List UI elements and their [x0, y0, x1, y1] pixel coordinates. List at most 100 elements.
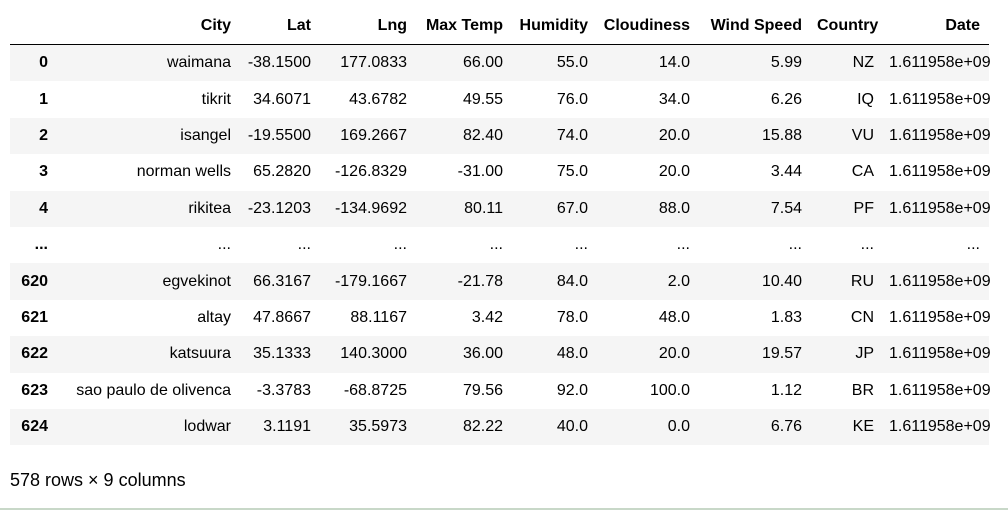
table-row: 2 isangel -19.5500 169.2667 82.40 74.0 20.0 15.… — [10, 117, 991, 155]
index-column-header — [10, 8, 58, 45]
header-row: City Lat Lng Max Temp Humidity Cloudiness Wind… — [10, 8, 989, 45]
table-cell: BR — [851, 381, 874, 399]
table-cell: -68.8725 — [343, 381, 407, 399]
column-header: Lat — [240, 8, 320, 45]
table-cell: 34.0 — [658, 90, 690, 108]
table-cell: 5.99 — [770, 54, 802, 72]
row-index: 620 — [21, 272, 48, 290]
row-index: 624 — [21, 418, 48, 436]
table-cell: -179.1667 — [334, 272, 407, 290]
table-cell: CN — [850, 308, 874, 326]
table-cell: 82.40 — [462, 126, 503, 144]
table-row: 3 norman wells 65.2820 -126.8329 -31.00 75.0 2… — [10, 154, 991, 191]
table-cell: 43.6782 — [349, 90, 407, 108]
table-row: 622 katsuura 35.1333 140.3000 36.00 48.0 20.0 1… — [10, 336, 991, 373]
column-header: Lng — [320, 8, 416, 45]
table-cell: egvekinot — [162, 272, 232, 290]
table-cell: 35.1333 — [253, 345, 311, 363]
table-cell: 84.0 — [556, 272, 588, 290]
table-cell: 100.0 — [649, 381, 690, 399]
table-cell: ... — [297, 236, 311, 254]
table-cell: ... — [788, 236, 802, 254]
table-cell: 177.0833 — [340, 54, 407, 72]
column-header: Wind Speed — [699, 8, 811, 45]
column-header: Humidity — [512, 8, 597, 45]
table-cell: 1.611958e+09 — [889, 418, 991, 436]
table-cell: 74.0 — [556, 126, 588, 144]
table-cell: 20.0 — [658, 163, 690, 181]
table-row: 1 tikrit 34.6071 43.6782 49.55 76.0 34.0 6.26 IQ… — [10, 81, 991, 118]
table-cell: 19.57 — [761, 345, 802, 363]
dataframe-table: City Lat Lng Max Temp Humidity Cloudiness Wind… — [10, 8, 991, 446]
table-row: 621 altay 47.8667 88.1167 3.42 78.0 48.0 1.83 CN… — [10, 299, 991, 337]
table-cell: altay — [197, 308, 231, 326]
table-row: 623 sao paulo de olivenca -3.3783 -68.8725 7… — [10, 372, 991, 409]
table-cell: 35.5973 — [349, 418, 407, 436]
column-header: Country — [811, 8, 883, 45]
table-cell: 20.0 — [658, 126, 690, 144]
table-cell: KE — [852, 418, 874, 436]
table-cell: 1.611958e+09 — [889, 345, 991, 363]
table-cell: 92.0 — [556, 381, 588, 399]
column-header: Date — [883, 8, 989, 45]
table-cell: 7.54 — [770, 199, 802, 217]
table-cell: sao paulo de olivenca — [76, 381, 231, 399]
table-cell: 67.0 — [556, 199, 588, 217]
table-cell: 78.0 — [556, 308, 588, 326]
table-cell: RU — [850, 272, 874, 290]
table-cell: 3.44 — [770, 163, 802, 181]
table-cell: 0.0 — [667, 418, 690, 436]
table-cell: waimana — [166, 54, 231, 72]
table-cell: 55.0 — [556, 54, 588, 72]
table-cell: 76.0 — [556, 90, 588, 108]
table-cell: 40.0 — [556, 418, 588, 436]
table-cell: 6.76 — [770, 418, 802, 436]
table-cell: -3.3783 — [256, 381, 311, 399]
table-row: .............................. — [10, 226, 989, 264]
table-cell: 1.611958e+09 — [889, 381, 991, 399]
table-cell: -19.5500 — [247, 126, 311, 144]
table-cell: 34.6071 — [253, 90, 311, 108]
row-index: 2 — [39, 126, 48, 144]
table-cell: 1.12 — [770, 381, 802, 399]
row-index: 623 — [21, 381, 48, 399]
table-cell: 66.00 — [462, 54, 503, 72]
table-cell: 75.0 — [556, 163, 588, 181]
table-cell: ... — [489, 236, 503, 254]
table-cell: IQ — [857, 90, 874, 108]
table-cell: 1.611958e+09 — [889, 54, 991, 72]
table-cell: 3.42 — [471, 308, 503, 326]
row-index: 0 — [39, 54, 48, 72]
table-cell: CA — [851, 163, 874, 181]
table-cell: 88.1167 — [350, 308, 407, 326]
table-row: 4 rikitea -23.1203 -134.9692 80.11 67.0 88.0 7.… — [10, 190, 991, 227]
table-cell: ... — [676, 236, 690, 254]
row-index: 4 — [39, 199, 48, 217]
cell-divider — [0, 508, 1008, 510]
table-cell: 14.0 — [658, 54, 690, 72]
table-cell: 6.26 — [770, 90, 802, 108]
table-cell: -31.00 — [457, 163, 503, 181]
table-cell: rikitea — [188, 199, 231, 217]
table-cell: 169.2667 — [340, 126, 407, 144]
table-cell: tikrit — [201, 90, 231, 108]
table-cell: 1.611958e+09 — [889, 199, 991, 217]
table-row: 0 waimana -38.1500 177.0833 66.00 55.0 14.0 5.9… — [10, 44, 991, 82]
table-cell: ... — [966, 236, 980, 254]
table-cell: PF — [853, 199, 874, 217]
table-cell: 48.0 — [556, 345, 588, 363]
table-cell: ... — [574, 236, 588, 254]
table-cell: 65.2820 — [253, 163, 311, 181]
table-cell: 140.3000 — [340, 345, 407, 363]
row-index: ... — [34, 236, 48, 254]
table-row: 620 egvekinot 66.3167 -179.1667 -21.78 84.0 2.… — [10, 263, 991, 300]
table-cell: 49.55 — [462, 90, 503, 108]
column-header: City — [58, 8, 240, 45]
table-cell: katsuura — [169, 345, 231, 363]
column-header: Cloudiness — [597, 8, 699, 45]
table-cell: 20.0 — [658, 345, 690, 363]
table-cell: -23.1203 — [247, 199, 311, 217]
table-cell: norman wells — [136, 163, 231, 181]
table-cell: 3.1191 — [263, 418, 311, 436]
row-index: 3 — [39, 163, 48, 181]
